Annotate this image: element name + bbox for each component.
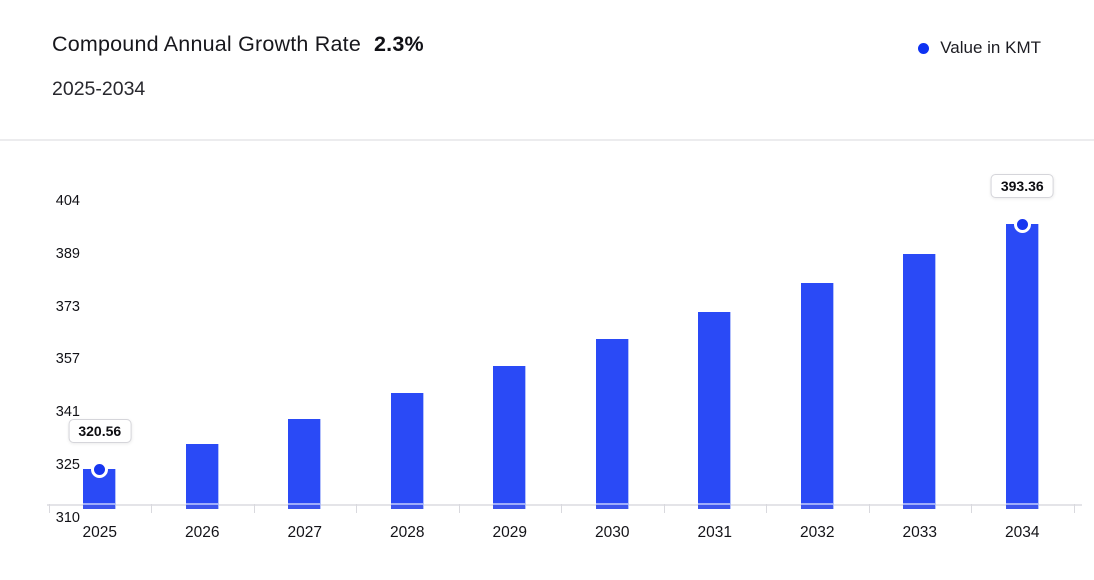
x-axis-tick (151, 503, 152, 513)
x-axis-tick (1073, 503, 1075, 513)
x-axis-tick (253, 503, 255, 513)
x-axis-label: 2026 (185, 524, 220, 541)
bar-2032[interactable] (800, 283, 834, 510)
data-point-marker (1013, 215, 1031, 233)
x-axis-label: 2031 (697, 524, 732, 541)
bar-2027[interactable] (288, 418, 322, 510)
bar-2034[interactable] (1005, 224, 1039, 510)
bar-2031[interactable] (698, 311, 732, 510)
x-axis-line (47, 503, 1082, 506)
x-axis-label: 2030 (595, 524, 630, 541)
x-axis-tick (971, 503, 972, 513)
page-title: Compound Annual Growth Rate (52, 32, 361, 56)
bar-2033[interactable] (903, 254, 937, 510)
x-axis-label: 2034 (1005, 524, 1040, 541)
y-axis-label: 325 (55, 457, 80, 473)
y-axis-label: 373 (55, 298, 80, 315)
x-axis-label: 2027 (287, 524, 322, 541)
y-axis-label: 310 (55, 509, 80, 526)
header-divider (0, 139, 1094, 141)
x-axis-tick (663, 503, 665, 513)
x-axis-tick (766, 503, 767, 513)
bar-2030[interactable] (595, 339, 629, 510)
data-point-label: 320.56 (68, 419, 132, 443)
x-axis-tick (868, 503, 870, 513)
x-axis-tick (561, 503, 562, 513)
data-point-label: 393.36 (990, 174, 1054, 199)
chart-subtitle: 2025-2034 (52, 78, 146, 100)
x-axis-tick (48, 503, 50, 513)
legend-item[interactable]: Value in KMT (918, 38, 1041, 58)
y-axis-label: 389 (55, 245, 80, 262)
bar-2029[interactable] (493, 366, 527, 510)
bar-2026[interactable] (185, 444, 219, 510)
page-title-row: Compound Annual Growth Rate 2.3% (52, 32, 424, 57)
legend-label: Value in KMT (940, 38, 1041, 57)
y-axis-label: 404 (55, 193, 80, 209)
x-axis-label: 2033 (902, 524, 937, 541)
x-axis-label: 2029 (492, 524, 527, 541)
bar-2028[interactable] (390, 392, 424, 510)
legend-dot-icon (918, 42, 930, 54)
y-axis-label: 341 (55, 404, 80, 421)
x-axis-label: 2025 (82, 524, 117, 541)
x-axis-label: 2032 (800, 524, 835, 541)
x-axis-label: 2028 (390, 524, 425, 541)
x-axis-tick (356, 503, 357, 513)
y-axis-label: 357 (55, 351, 80, 368)
data-point-marker (91, 460, 109, 478)
x-axis-tick (458, 503, 460, 513)
cagr-value: 2.3% (373, 32, 424, 56)
